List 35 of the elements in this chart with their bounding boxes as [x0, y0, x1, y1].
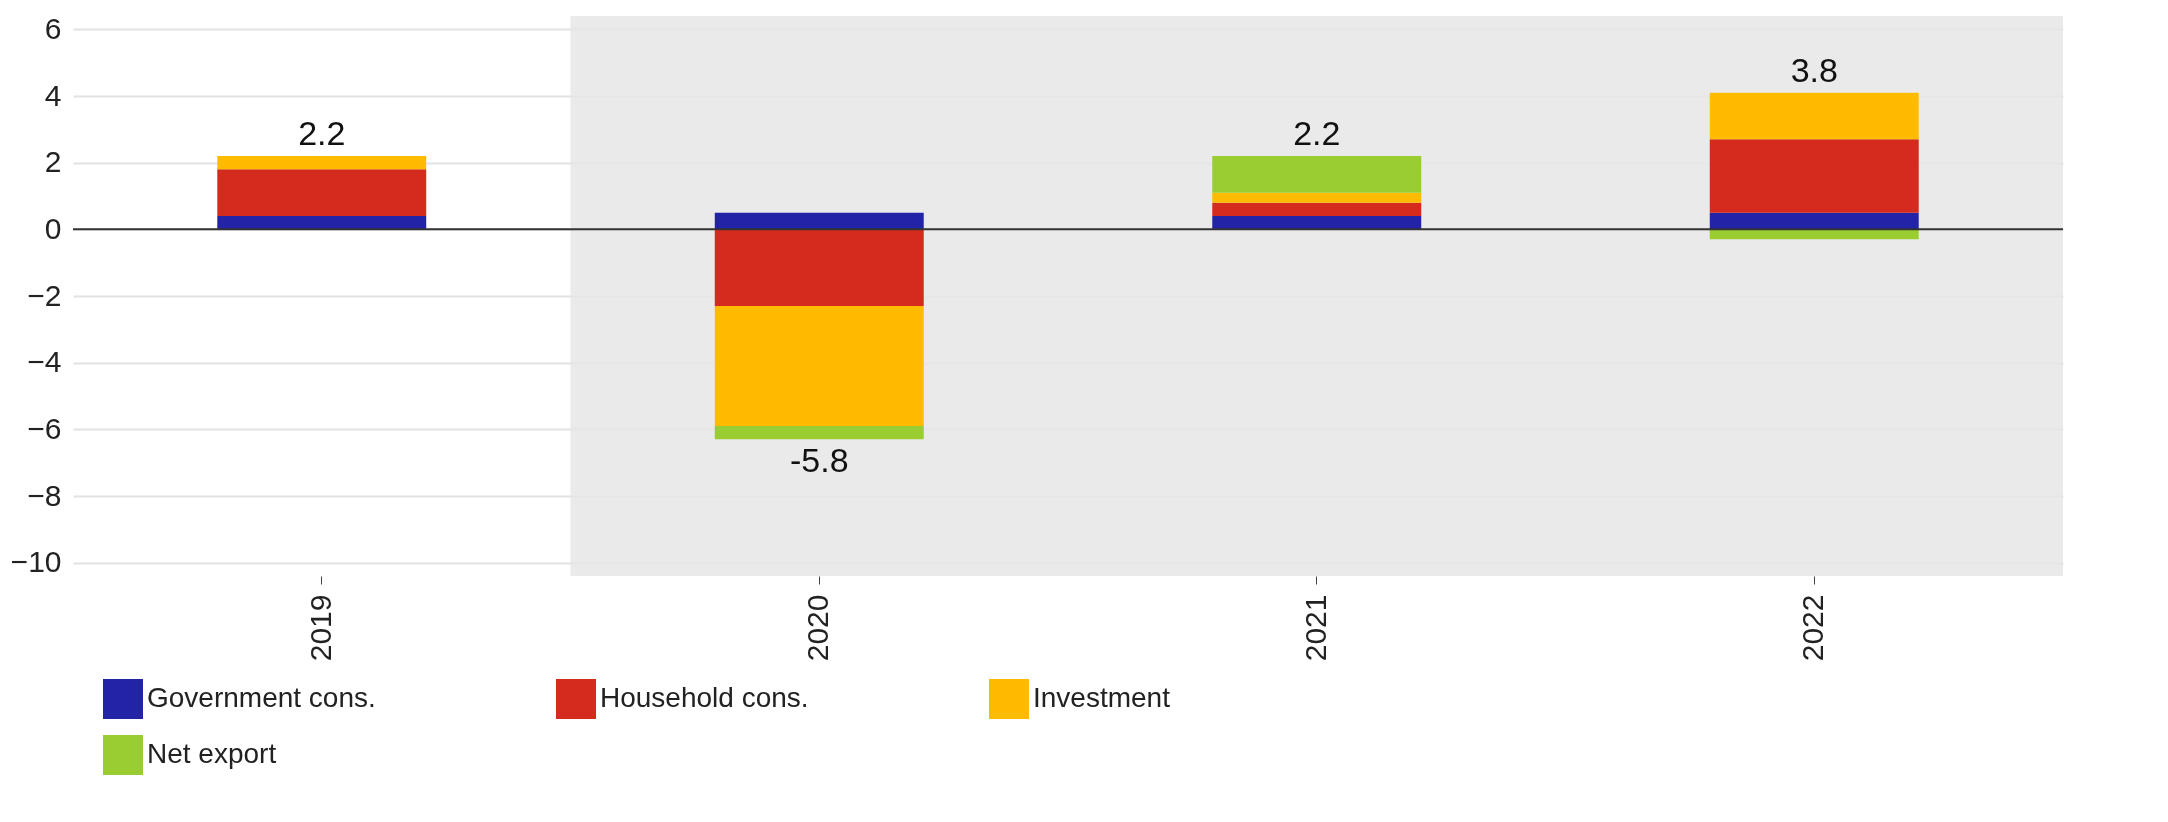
y-tick-label: −6: [27, 411, 62, 445]
total-label: 2.2: [298, 114, 346, 152]
bar: [714, 229, 924, 306]
bar: [1212, 156, 1422, 193]
bar: [217, 156, 427, 170]
legend-label: Investment: [1033, 682, 1171, 713]
x-tick-label: 2022: [1796, 594, 1830, 662]
legend-label: Net export: [147, 738, 277, 769]
x-tick-label: 2019: [303, 594, 337, 662]
bar: [1212, 202, 1422, 216]
bar: [1212, 192, 1422, 203]
total-label: -5.8: [789, 441, 849, 480]
bar: [217, 169, 427, 216]
y-tick-label: −10: [10, 545, 62, 579]
y-tick-label: 0: [44, 211, 62, 245]
bar: [714, 212, 924, 230]
legend-label: Household cons.: [600, 682, 809, 713]
y-tick-label: −2: [27, 278, 62, 312]
y-tick-label: 2: [44, 145, 62, 179]
bar: [1212, 216, 1422, 230]
bar: [714, 306, 924, 426]
bar: [1709, 92, 1919, 140]
legend-label: Government cons.: [147, 682, 376, 713]
total-label: 3.8: [1790, 50, 1838, 89]
y-tick-label: −8: [27, 478, 62, 512]
y-tick-label: −4: [27, 345, 62, 379]
y-tick-label: 4: [44, 78, 62, 112]
y-tick-label: 6: [44, 11, 62, 45]
bar: [714, 426, 924, 440]
x-tick-label: 2020: [801, 594, 835, 662]
total-label: 2.2: [1293, 114, 1341, 152]
bar: [217, 216, 427, 230]
x-tick-label: 2021: [1298, 594, 1332, 662]
bar: [1709, 139, 1919, 213]
bar: [1709, 212, 1919, 230]
